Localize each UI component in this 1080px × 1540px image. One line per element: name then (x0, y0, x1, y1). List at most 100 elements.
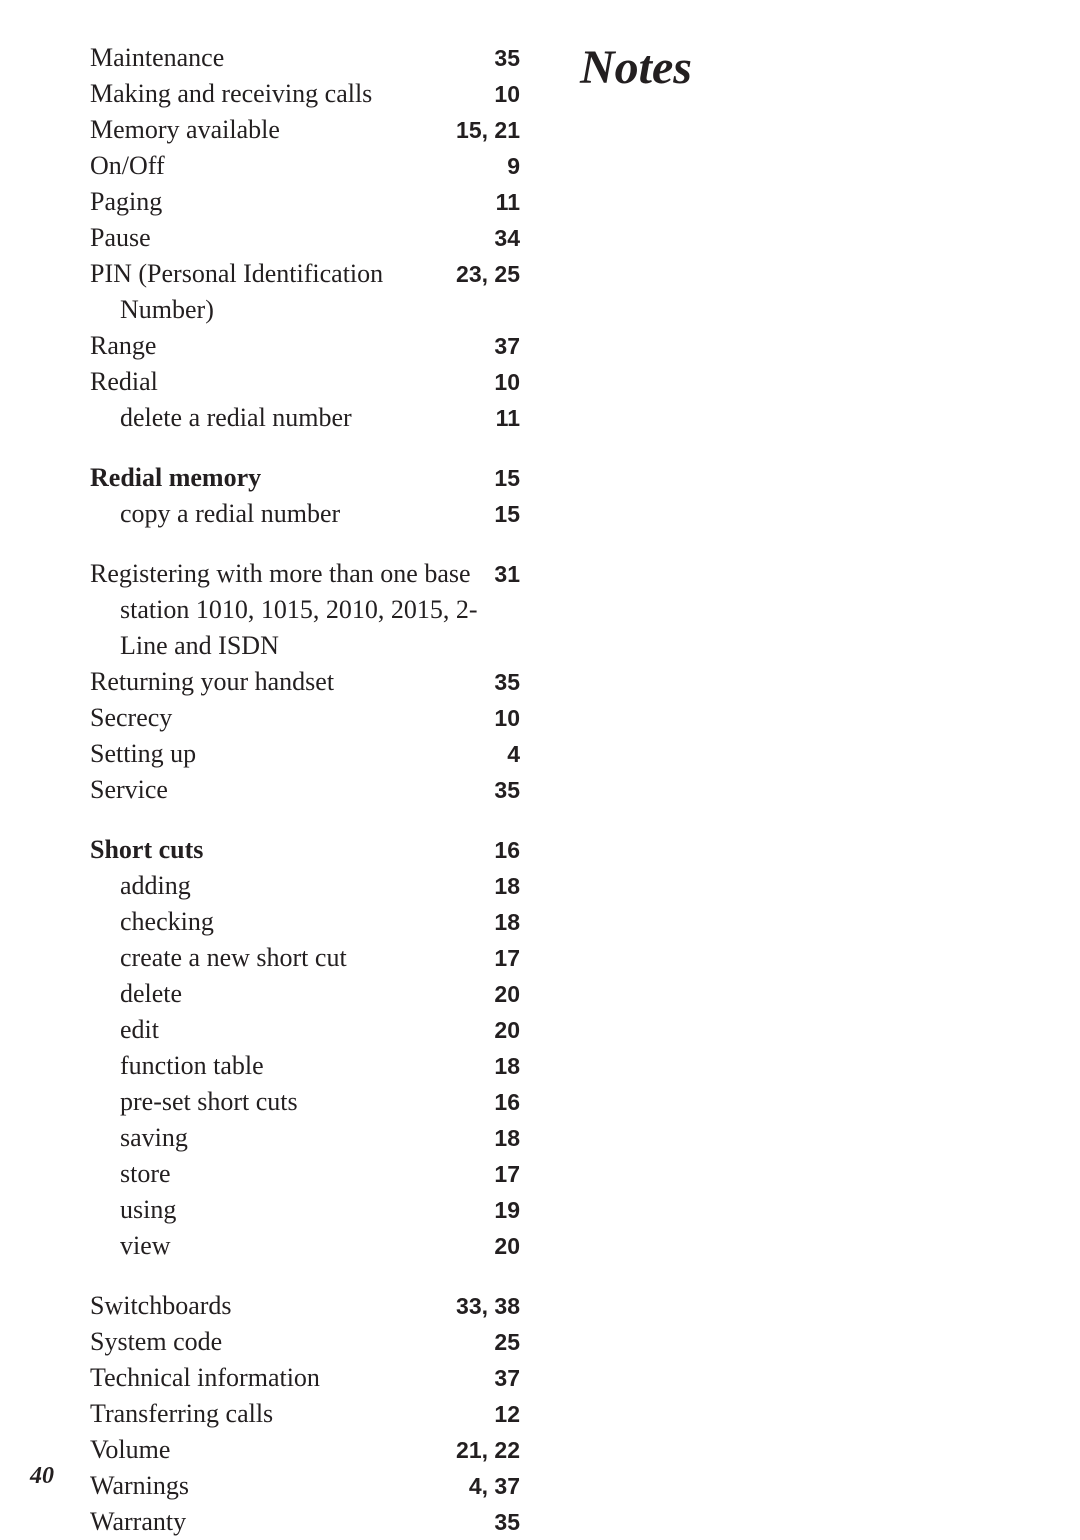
index-entry: Returning your handset 35 (90, 664, 520, 700)
index-entry-pages: 9 (495, 148, 520, 184)
index-entry-label: store (90, 1156, 171, 1192)
index-entry-pages: 17 (482, 940, 520, 976)
index-entry-label: On/Off (90, 148, 165, 184)
page-number: 40 (30, 1463, 54, 1490)
index-entry-label: Registering with more than one base stat… (90, 556, 482, 664)
index-group: Maintenance35Making and receiving calls1… (90, 40, 520, 436)
index-entry-label: saving (90, 1120, 188, 1156)
index-entry: System code 25 (90, 1324, 520, 1360)
notes-heading: Notes (580, 40, 1030, 95)
index-entry: checking 18 (90, 904, 520, 940)
index-entry-label: checking (90, 904, 214, 940)
index-entry: Technical information 37 (90, 1360, 520, 1396)
index-entry-pages: 10 (482, 76, 520, 112)
index-entry-label: function table (90, 1048, 264, 1084)
index-entry: pre-set short cuts 16 (90, 1084, 520, 1120)
index-entry: using 19 (90, 1192, 520, 1228)
index-entry-pages: 20 (482, 1228, 520, 1264)
index-entry: Warnings 4, 37 (90, 1468, 520, 1504)
notes-column: Notes (580, 40, 1030, 95)
index-entry-pages: 25 (482, 1324, 520, 1360)
index-entry-pages: 15 (482, 460, 520, 496)
index-entry: view 20 (90, 1228, 520, 1264)
index-entry-pages: 10 (482, 364, 520, 400)
index-entry: Range 37 (90, 328, 520, 364)
two-column-layout: Maintenance35Making and receiving calls1… (90, 40, 1030, 1540)
index-entry-label: System code (90, 1324, 222, 1360)
index-entry-pages: 23, 25 (444, 256, 520, 292)
index-entry: Volume21, 22 (90, 1432, 520, 1468)
index-entry-label: pre-set short cuts (90, 1084, 298, 1120)
index-entry-label: Warnings (90, 1468, 189, 1504)
index-entry-pages: 18 (482, 868, 520, 904)
index-entry-pages: 16 (482, 1084, 520, 1120)
index-entry-label: Redial memory (90, 460, 261, 496)
index-entry-pages: 20 (482, 1012, 520, 1048)
index-entry-label: Maintenance (90, 40, 224, 76)
index-entry: adding 18 (90, 868, 520, 904)
index-entry-label: adding (90, 868, 191, 904)
index-entry-pages: 35 (482, 664, 520, 700)
index-entry-label: Short cuts (90, 832, 203, 868)
index-entry: On/Off 9 (90, 148, 520, 184)
index-entry: Setting up4 (90, 736, 520, 772)
index-entry-pages: 4, 37 (457, 1468, 520, 1504)
index-entry-label: Redial (90, 364, 158, 400)
index-entry: Short cuts 16 (90, 832, 520, 868)
document-page: Maintenance35Making and receiving calls1… (0, 0, 1080, 1530)
index-entry-pages: 15 (482, 496, 520, 532)
index-entry: Memory available15, 21 (90, 112, 520, 148)
index-entry-label: Setting up (90, 736, 196, 772)
index-entry-label: Secrecy (90, 700, 172, 736)
index-entry-pages: 11 (484, 184, 520, 220)
index-entry-label: Technical information (90, 1360, 320, 1396)
index-entry: Pause 34 (90, 220, 520, 256)
index-entry-pages: 18 (482, 1120, 520, 1156)
index-entry-pages: 33, 38 (444, 1288, 520, 1324)
index-entry: function table 18 (90, 1048, 520, 1084)
index-entry-label: delete a redial number (90, 400, 352, 436)
index-group: Short cuts16adding18checking18create a n… (90, 832, 520, 1264)
index-entry: Making and receiving calls10 (90, 76, 520, 112)
index-entry-pages: 35 (482, 772, 520, 808)
index-entry-pages: 18 (482, 904, 520, 940)
index-entry-label: Pause (90, 220, 151, 256)
index-entry-pages: 37 (482, 328, 520, 364)
index-entry: delete a redial number11 (90, 400, 520, 436)
index-entry: Paging 11 (90, 184, 520, 220)
index-entry-pages: 18 (482, 1048, 520, 1084)
index-column: Maintenance35Making and receiving calls1… (90, 40, 520, 1540)
index-entry: delete 20 (90, 976, 520, 1012)
index-entry-pages: 16 (482, 832, 520, 868)
index-entry: Switchboards33, 38 (90, 1288, 520, 1324)
index-entry-label: copy a redial number (90, 496, 340, 532)
index-entry-label: using (90, 1192, 176, 1228)
index-entry: copy a redial number 15 (90, 496, 520, 532)
index-group: Registering with more than one base stat… (90, 556, 520, 808)
index-entry-pages: 20 (482, 976, 520, 1012)
index-entry: saving 18 (90, 1120, 520, 1156)
index-entry-pages: 35 (482, 1504, 520, 1540)
index-entry-label: Returning your handset (90, 664, 334, 700)
index-entry-pages: 37 (482, 1360, 520, 1396)
index-entry-pages: 19 (482, 1192, 520, 1228)
index-entry-label: Transferring calls (90, 1396, 273, 1432)
index-entry: Registering with more than one base stat… (90, 556, 520, 664)
index-entry: Warranty 35 (90, 1504, 520, 1540)
index-entry-pages: 31 (482, 556, 520, 592)
index-entry-label: Warranty (90, 1504, 186, 1540)
index-entry: Secrecy 10 (90, 700, 520, 736)
index-entry: Maintenance35 (90, 40, 520, 76)
index-entry-label: Paging (90, 184, 162, 220)
index-entry-label: edit (90, 1012, 159, 1048)
index-entry-label: delete (90, 976, 182, 1012)
index-entry-label: Range (90, 328, 156, 364)
index-entry: Service35 (90, 772, 520, 808)
index-entry: edit 20 (90, 1012, 520, 1048)
index-entry-pages: 34 (482, 220, 520, 256)
index-entry-pages: 10 (482, 700, 520, 736)
index-entry: store17 (90, 1156, 520, 1192)
index-entry-label: Memory available (90, 112, 280, 148)
index-entry-pages: 21, 22 (444, 1432, 520, 1468)
index-entry-label: view (90, 1228, 171, 1264)
